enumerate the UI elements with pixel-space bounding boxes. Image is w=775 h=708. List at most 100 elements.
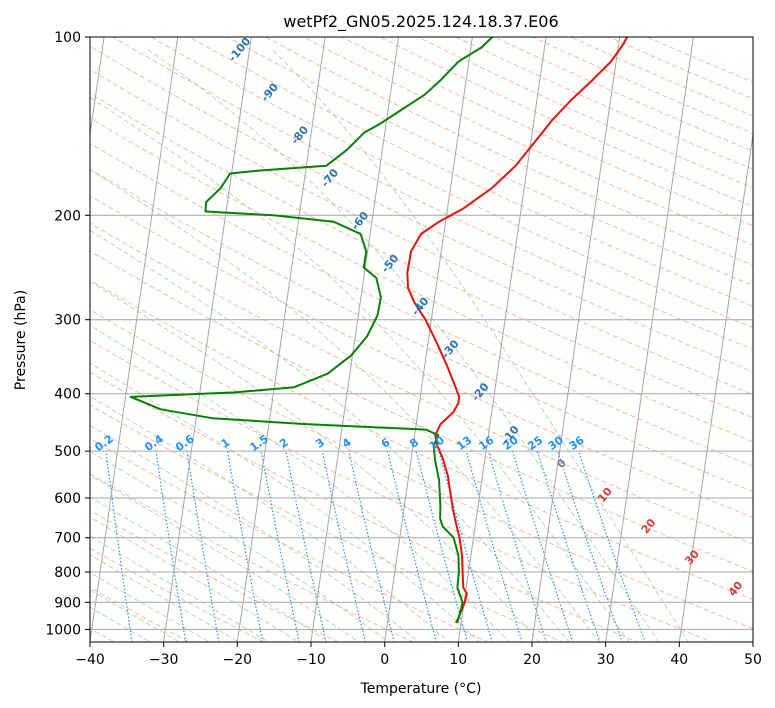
dry-adiabat-line [90,339,714,642]
x-tick-label: 20 [523,652,541,668]
dry-adiabat-label: 0 [554,456,569,470]
moist-adiabat-line [271,49,690,642]
mixing-ratio-line [438,450,493,642]
dry-adiabat-line [417,37,753,189]
dry-adiabat-line [340,37,753,227]
isotherm-line [90,37,105,138]
mixing-ratio-line [186,451,220,642]
dry-adiabat-line [90,68,753,396]
mixing-ratio-line [578,450,646,642]
moist-adiabat-line [90,362,480,642]
y-tick-label: 800 [54,565,81,581]
mixing-ratio-label: 30 [546,433,566,453]
moist-adiabat-line [90,395,450,642]
x-tick-label: −40 [75,652,105,668]
dry-adiabat-label: -80 [288,123,311,147]
moist-adiabat-line [90,474,360,642]
mixing-ratio-line [59,451,82,649]
x-axis-title: Temperature (°C) [360,681,482,697]
dry-adiabat-line [90,45,753,373]
x-tick-label: −30 [149,652,179,668]
mixing-ratio-line [260,450,300,642]
y-tick-label: 1000 [45,622,81,638]
moist-adiabat-line [90,606,152,642]
dry-adiabat-line [90,195,753,519]
mixing-ratio-line [536,450,601,642]
mixing-ratio-label: 2 [277,436,291,451]
mixing-ratio-line [415,450,469,642]
dry-adiabat-label: 10 [595,485,615,505]
isotherm-line [752,638,753,642]
dry-adiabat-label: -20 [469,380,492,404]
y-tick-label: 200 [54,208,81,224]
dry-adiabat-line [90,404,564,642]
dry-adiabat-label: -90 [258,80,281,104]
y-tick-label: 300 [54,313,81,329]
moist-adiabat-line [90,280,540,642]
mixing-ratio-label: 8 [407,436,421,451]
dry-adiabat-line [607,37,753,100]
dry-adiabat-line [90,309,753,630]
y-tick-label: 900 [54,595,81,611]
dry-adiabat-line [150,37,753,329]
y-axis: 100 200 300 400 500 600 700 800 900 1000 [45,30,90,638]
dry-adiabat-line [378,37,753,207]
moist-adiabat-line [90,535,270,642]
moist-adiabat-line [90,229,570,642]
moist-adiabat-line [90,168,600,642]
mixing-ratio-label: 25 [525,434,545,453]
mixing-ratio-line [387,450,438,642]
mixing-ratio-line [285,450,327,642]
isotherm-line [310,37,400,642]
moist-adiabat-line [90,424,420,642]
dry-adiabat-line [90,509,340,642]
dry-adiabat-line [90,250,753,573]
y-tick-label: 400 [54,387,81,403]
mixing-ratio-line [321,450,366,642]
mixing-ratio-label: 4 [340,436,354,451]
moist-adiabat-line [90,571,211,642]
isotherm-line [605,37,694,642]
isotherm-line [531,37,621,642]
mixing-ratio-line [557,450,624,642]
mixing-ratio-label: 36 [567,433,587,453]
moist-adiabat-line [90,554,240,642]
mixing-ratio-line [348,450,395,642]
isotherm-line [678,130,753,642]
isotherm-line [384,37,473,642]
y-tick-label: 500 [54,444,81,460]
x-tick-label: 50 [744,652,762,668]
x-axis: −40 −30 −20 −10 0 10 20 30 40 50 [75,642,762,668]
isotherm-line [90,37,179,642]
y-axis-title: Pressure (hPa) [13,290,29,390]
temperature-profile-line [406,37,628,624]
mixing-ratio-line [465,450,523,642]
dry-adiabat-line [90,142,753,467]
dry-adiabat-line [90,371,639,642]
mixing-ratio-line [487,450,547,642]
moist-adiabat-line [90,496,330,642]
dry-adiabat-line [90,438,489,642]
dry-adiabat-line [569,37,753,117]
x-tick-label: 10 [449,652,467,668]
dry-adiabat-line [264,37,753,266]
moist-adiabat-line [147,49,660,642]
dry-adiabat-line [493,37,753,152]
isotherm-line [163,37,252,642]
x-tick-label: 40 [670,652,688,668]
chart-title: wetPf2_GN05.2025.124.18.37.E06 [283,12,558,32]
dewpoint-profile-line [129,37,494,624]
dry-adiabat-label: -50 [379,252,402,276]
x-tick-label: 30 [597,652,615,668]
dry-adiabat-label: 30 [682,547,702,567]
plot-frame [89,36,754,643]
mixing-ratio-line [226,451,264,642]
x-tick-label: −10 [296,652,326,668]
dry-adiabat-line [455,37,753,170]
dry-adiabat-line [302,37,753,246]
dry-adiabat-label: -70 [319,166,342,190]
y-tick-label: 600 [54,491,81,507]
mixing-ratio-label: 1 [219,436,233,451]
dry-adiabat-line [90,473,415,642]
